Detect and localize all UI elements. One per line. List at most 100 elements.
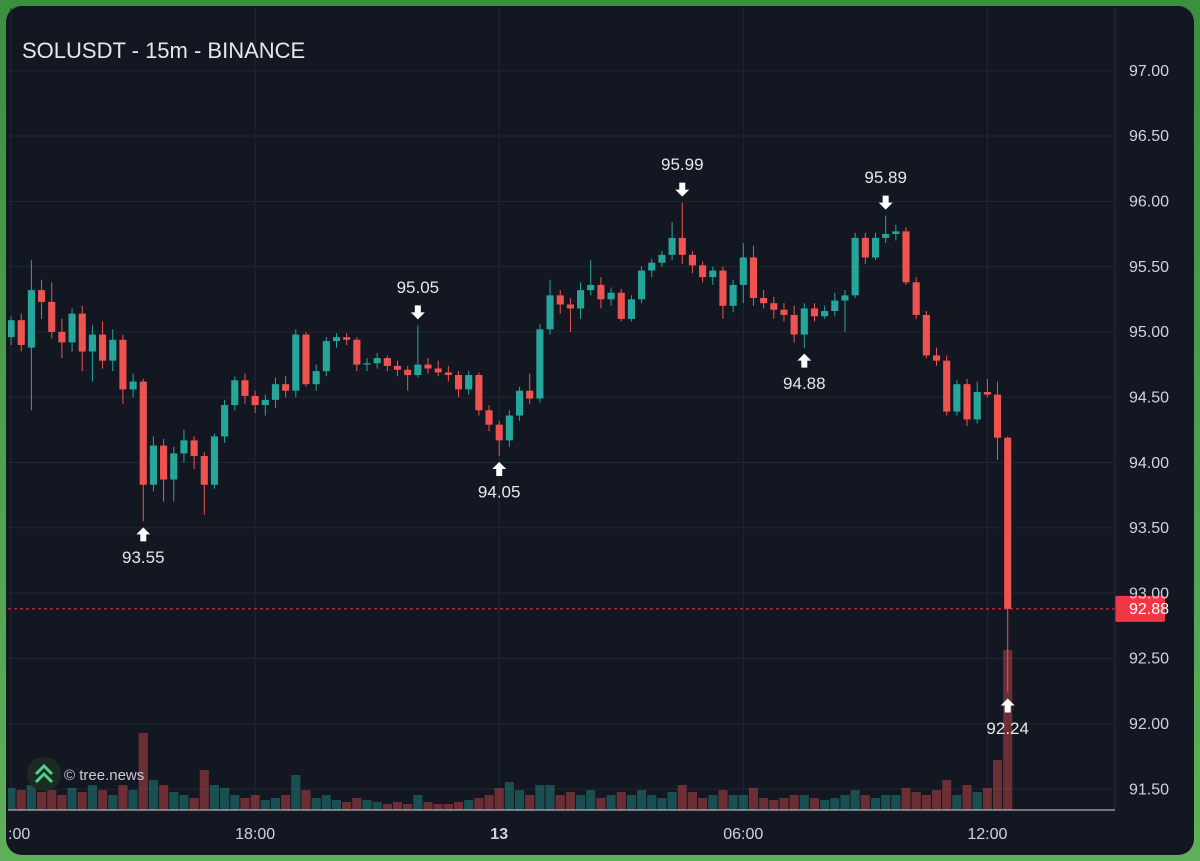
volume-bar [850, 790, 860, 810]
volume-bar [118, 785, 128, 810]
volume-bar [657, 798, 667, 810]
volume-bar [881, 795, 891, 810]
volume-bar [403, 804, 413, 810]
candle-body [170, 453, 178, 480]
candle-body [638, 270, 646, 300]
y-tick-label: 96.50 [1129, 128, 1169, 145]
y-tick-label: 92.50 [1129, 651, 1169, 668]
candle-layer [8, 202, 1012, 693]
volume-bar [576, 795, 586, 810]
candle-body [719, 270, 727, 306]
candle-body [892, 231, 900, 234]
annotation-label: 95.05 [397, 278, 440, 297]
volume-bar [67, 788, 77, 810]
candle-body [973, 392, 981, 420]
x-tick-label: 18:00 [235, 826, 275, 843]
volume-bar [362, 800, 372, 810]
annotation-arrow [675, 182, 690, 197]
volume-bar [494, 788, 504, 810]
volume-bar [392, 802, 403, 810]
y-tick-label: 95.50 [1129, 259, 1169, 276]
watermark-text: © tree.news [64, 767, 144, 784]
volume-bar [423, 802, 433, 810]
candle-body [546, 295, 554, 330]
candle-body [556, 295, 564, 305]
candle-body [180, 440, 188, 454]
volume-bar [240, 798, 250, 810]
volume-bar [545, 785, 555, 810]
volume-bar [830, 798, 840, 810]
volume-bar [962, 785, 972, 810]
y-tick-label: 97.00 [1129, 63, 1169, 80]
volume-bar [77, 792, 87, 810]
volume-bar [637, 790, 647, 810]
candle-body [831, 300, 839, 312]
volume-bar [413, 795, 423, 810]
candle-body [688, 254, 696, 266]
candle-body [739, 257, 747, 285]
candle-body [841, 295, 849, 301]
candle-body [627, 299, 635, 319]
candle-body [729, 284, 737, 306]
candle-body [871, 237, 880, 258]
last-price-tag [1115, 595, 1165, 622]
candle-body [699, 265, 707, 278]
candle-body [902, 231, 910, 283]
volume-bar [453, 802, 464, 810]
volume-bar [596, 798, 606, 810]
y-tick-label: 93.50 [1129, 520, 1169, 537]
candle-body [648, 262, 656, 271]
volume-bar [901, 788, 911, 810]
volume-bar [47, 790, 57, 810]
candle-body [68, 313, 76, 343]
volume-bar [260, 800, 270, 810]
candle-body [465, 375, 473, 390]
volume-bar [209, 785, 220, 810]
candle-body [139, 381, 147, 485]
volume-bar [992, 760, 1003, 810]
candle-body [241, 380, 249, 396]
candle-body [505, 415, 513, 441]
candle-body [485, 410, 493, 425]
volume-bar [321, 795, 331, 810]
volume-bar [982, 788, 992, 810]
volume-bar [820, 800, 830, 810]
candle-body [668, 237, 676, 255]
candle-body [129, 381, 137, 390]
volume-bar [342, 802, 352, 810]
volume-bar [281, 795, 291, 810]
candle-body [160, 445, 168, 480]
annotation-arrow [1000, 698, 1015, 713]
candle-body [993, 394, 1002, 438]
candle-body [424, 364, 432, 369]
volume-bar [128, 790, 138, 810]
x-tick-label: 06:00 [723, 826, 763, 843]
candle-body [536, 329, 544, 399]
volume-bar [921, 795, 931, 810]
grid-layer [8, 8, 1115, 810]
volume-bar [433, 804, 443, 810]
annotation-arrow [410, 305, 425, 320]
volume-bar [179, 795, 189, 810]
candle-body [475, 375, 483, 411]
volume-bar [555, 795, 565, 810]
volume-bar [626, 795, 636, 810]
volume-bar [199, 770, 209, 810]
annotation-label: 94.05 [478, 483, 521, 502]
volume-bar [687, 792, 697, 810]
candle-body [851, 237, 859, 296]
annotation-label: 95.89 [864, 168, 907, 187]
candle-body [932, 355, 941, 361]
candle-body [617, 292, 625, 319]
x-tick-label: 12:00 [967, 826, 1007, 843]
candle-body [983, 392, 991, 395]
candle-body [17, 320, 25, 345]
candle-body [282, 384, 290, 391]
candle-body [790, 314, 798, 335]
volume-bar [759, 798, 769, 810]
candle-body [963, 384, 971, 420]
candle-body [821, 311, 829, 317]
candle-body [922, 314, 930, 356]
candle-body [119, 339, 127, 390]
annotation-arrow [136, 527, 151, 542]
